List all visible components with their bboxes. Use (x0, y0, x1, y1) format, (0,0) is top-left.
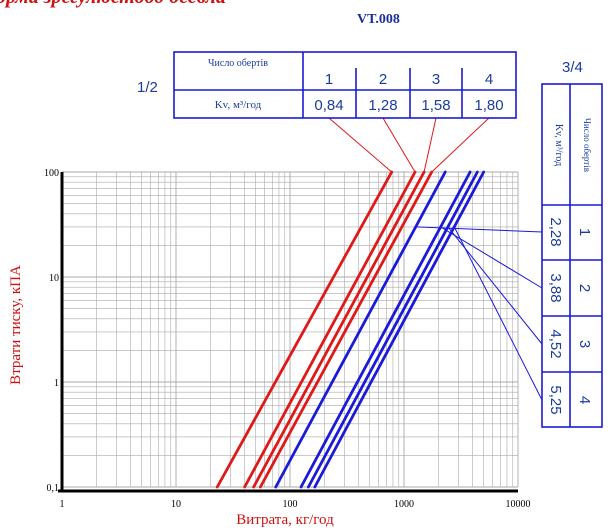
legend-3-4-frame (541, 83, 603, 428)
legend-3-4-kv-label: Kv, м³/год (553, 124, 564, 166)
legend-3-4-kv-4: 5,25 (547, 385, 564, 414)
series-line-7 (306, 170, 479, 489)
x-tick-label: 1000 (394, 499, 414, 510)
y-tick-label: 0,1 (47, 483, 60, 494)
chart-grid (61, 171, 519, 488)
legend-1-2-turn-2: 2 (379, 71, 387, 88)
page-title-fragment: орма зрегулюєтоод оесвла (0, 0, 226, 9)
legend-1-2-group-label: 1/2 (137, 79, 158, 96)
legend-1-2-turn-3: 3 (432, 71, 440, 88)
legend-3-4-kv-2: 3,88 (547, 273, 564, 302)
leader-line-blue (440, 226, 543, 289)
legend-3-4: 3/4 Kv, м³/год Число обертів 2,28 3,88 4… (541, 59, 603, 428)
x-tick-label: 1 (60, 499, 65, 510)
legend-1-2-frame (173, 51, 517, 119)
y-tick-label: 1 (54, 378, 59, 389)
x-tick-label: 10000 (506, 499, 531, 510)
legend-1-2-turns-label: Число обертів (208, 58, 268, 69)
legend-1-2-kv-4: 1,80 (474, 97, 503, 114)
leader-line-red (423, 117, 437, 173)
chart-series (215, 170, 486, 489)
legend-3-4-turn-4: 4 (576, 396, 593, 404)
legend-1-2-kv-label: Kv, м³/год (215, 99, 262, 111)
leader-line-red (382, 117, 416, 173)
leader-line-blue (447, 226, 543, 345)
x-tick-label: 100 (283, 499, 298, 510)
x-axis-label: Витрата, кг/год (236, 512, 334, 528)
legend-1-2-kv-3: 1,58 (421, 97, 450, 114)
y-axis-label: Втрати тиску, кПА (8, 265, 24, 385)
leader-line-red (431, 117, 490, 173)
series-line-5 (274, 170, 447, 489)
legend-1-2-turn-4: 4 (485, 71, 493, 88)
legend-1-2: 1/2 Число обертів Kv, м³/год 1 2 3 4 0,8… (137, 51, 517, 119)
leader-line-blue (415, 226, 543, 233)
series-line-4 (259, 170, 434, 489)
y-tick-label: 100 (44, 168, 59, 179)
legend-3-4-turn-3: 3 (576, 340, 593, 348)
legend-1-2-kv-1: 0,84 (314, 97, 343, 114)
series-line-6 (299, 170, 472, 489)
legend-3-4-kv-1: 2,28 (547, 217, 564, 246)
series-line-2 (243, 170, 417, 489)
legend-3-4-turn-2: 2 (576, 284, 593, 292)
legend-3-4-turn-1: 1 (576, 228, 593, 236)
legend-3-4-group-label: 3/4 (562, 59, 583, 76)
legend-3-4-kv-3: 4,52 (547, 329, 564, 358)
legend-3-4-turns-label: Число обертів (582, 118, 592, 172)
document-code: VT.008 (357, 12, 400, 27)
leader-line-red (328, 117, 393, 173)
series-line-8 (313, 170, 486, 489)
legend-1-2-kv-2: 1,28 (368, 97, 397, 114)
leader-line-blue (453, 226, 543, 401)
legend-leader-lines (328, 117, 543, 401)
x-tick-label: 10 (171, 499, 181, 510)
series-line-1 (215, 170, 394, 489)
legend-1-2-turn-1: 1 (325, 71, 333, 88)
y-tick-label: 10 (49, 273, 59, 284)
series-line-3 (252, 170, 426, 489)
